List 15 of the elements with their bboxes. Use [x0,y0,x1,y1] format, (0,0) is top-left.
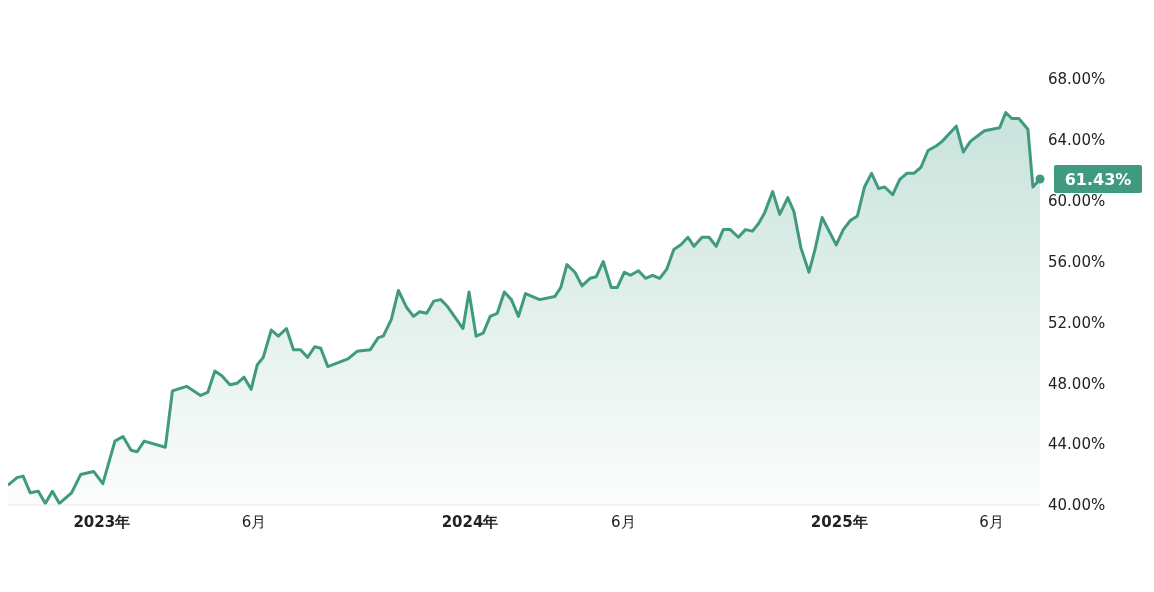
y-tick-label: 48.00% [1048,374,1106,393]
y-tick-label: 68.00% [1048,70,1106,89]
x-tick-label: 2025年 [810,513,868,531]
x-tick-label: 6月 [241,513,267,531]
y-tick-label: 56.00% [1048,252,1106,271]
y-tick-label: 52.00% [1048,313,1106,332]
data-label: 61.43% [1064,169,1132,189]
x-tick-label: 2023年 [73,513,131,531]
y-tick-label: 64.00% [1048,131,1106,150]
y-tick-label: 60.00% [1048,192,1106,211]
x-tick-label: 2024年 [441,513,499,531]
y-tick-label: 40.00% [1048,496,1106,515]
x-tick-label: 6月 [979,513,1004,531]
y-tick-label: 44.00% [1048,435,1106,454]
x-tick-label: 6月 [611,513,636,531]
